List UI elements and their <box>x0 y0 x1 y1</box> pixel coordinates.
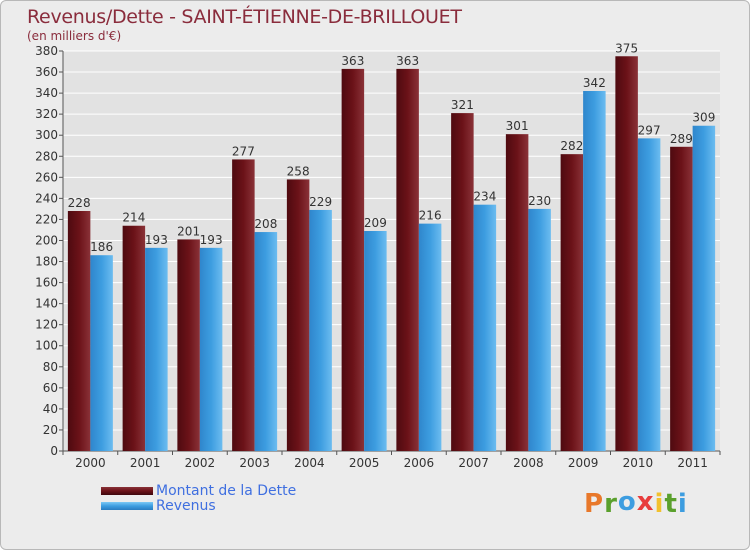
logo-letter: P <box>584 489 605 519</box>
y-tick-label: 380 <box>35 44 58 58</box>
bar-dette <box>122 225 146 451</box>
bar-dette <box>615 56 638 452</box>
legend-swatch-revenus <box>101 502 153 510</box>
data-label-dette: 321 <box>451 98 474 112</box>
y-tick-label: 40 <box>43 402 58 416</box>
x-tick-label: 2011 <box>677 456 708 470</box>
bar-dette <box>670 146 693 451</box>
bar-dette <box>396 68 419 451</box>
y-tick-label: 100 <box>35 339 58 353</box>
data-label-dette: 301 <box>506 119 529 133</box>
bar-dette <box>560 154 584 451</box>
bar-revenus <box>254 232 278 451</box>
plot-area <box>63 51 720 451</box>
data-label-dette: 375 <box>615 41 638 55</box>
bar-revenus <box>199 247 223 451</box>
data-label-revenus: 193 <box>145 233 168 247</box>
data-label-revenus: 297 <box>638 123 661 137</box>
bar-revenus <box>692 125 716 451</box>
bar-dette <box>505 134 529 451</box>
x-tick-label: 2000 <box>75 456 106 470</box>
x-tick-label: 2003 <box>239 456 270 470</box>
logo-letter: x <box>636 487 655 517</box>
x-tick-label: 2010 <box>623 456 654 470</box>
bar-revenus <box>473 204 497 451</box>
bar-revenus <box>583 91 606 451</box>
x-tick-label: 2006 <box>404 456 435 470</box>
data-label-dette: 289 <box>670 132 693 146</box>
y-tick-label: 300 <box>35 128 58 142</box>
y-tick-label: 280 <box>35 149 58 163</box>
logo-letter: r <box>604 489 618 519</box>
bar-dette <box>232 159 255 451</box>
y-tick-label: 0 <box>50 444 58 458</box>
x-tick-label: 2004 <box>294 456 325 470</box>
y-tick-label: 140 <box>35 297 58 311</box>
bar-dette <box>177 239 200 451</box>
data-label-revenus: 216 <box>419 209 442 223</box>
data-label-dette: 282 <box>560 139 583 153</box>
bar-revenus <box>364 231 387 451</box>
y-tick-label: 160 <box>35 276 58 290</box>
data-label-dette: 214 <box>122 211 145 225</box>
y-tick-label: 240 <box>35 191 58 205</box>
y-tick-label: 180 <box>35 255 58 269</box>
y-tick-label: 340 <box>35 86 58 100</box>
y-tick-label: 80 <box>43 360 58 374</box>
data-label-revenus: 193 <box>200 233 223 247</box>
chart-title: Revenus/Dette - SAINT-ÉTIENNE-DE-BRILLOU… <box>27 6 462 28</box>
data-label-dette: 228 <box>68 196 91 210</box>
y-tick-label: 260 <box>35 170 58 184</box>
x-tick-label: 2008 <box>513 456 544 470</box>
x-tick-label: 2001 <box>130 456 161 470</box>
bar-revenus <box>637 138 661 452</box>
data-label-revenus: 230 <box>528 194 551 208</box>
bar-revenus <box>309 209 332 451</box>
data-label-revenus: 229 <box>309 195 332 209</box>
y-tick-label: 200 <box>35 233 58 247</box>
data-label-revenus: 209 <box>364 216 387 230</box>
logo-letter: o <box>617 487 637 517</box>
y-tick-label: 120 <box>35 318 58 332</box>
x-tick-label: 2002 <box>185 456 216 470</box>
logo-letter: i <box>654 489 665 519</box>
bar-revenus <box>145 247 168 451</box>
y-tick-label: 20 <box>43 423 58 437</box>
data-label-revenus: 208 <box>254 217 277 231</box>
y-tick-label: 360 <box>35 65 58 79</box>
logo-letter: t <box>664 489 678 519</box>
legend-swatch-dette <box>101 487 153 495</box>
bar-revenus <box>528 208 551 451</box>
x-tick-label: 2009 <box>568 456 599 470</box>
bar-dette <box>286 179 310 451</box>
legend-label-dette: Montant de la Dette <box>156 483 297 499</box>
data-label-dette: 363 <box>341 54 364 68</box>
x-tick-label: 2007 <box>458 456 489 470</box>
data-label-dette: 277 <box>232 144 255 158</box>
y-tick-label: 60 <box>43 381 58 395</box>
data-label-revenus: 309 <box>692 111 715 125</box>
y-tick-label: 220 <box>35 212 58 226</box>
chart-subtitle: (en milliers d'€) <box>27 29 122 43</box>
data-label-dette: 363 <box>396 54 419 68</box>
bar-dette <box>341 68 365 451</box>
y-tick-label: 320 <box>35 107 58 121</box>
data-label-dette: 258 <box>287 164 310 178</box>
legend-label-revenus: Revenus <box>156 498 216 514</box>
logo-letter: i <box>677 489 688 519</box>
x-tick-label: 2005 <box>349 456 380 470</box>
bar-revenus <box>418 223 442 451</box>
data-label-dette: 201 <box>177 224 200 238</box>
data-label-revenus: 342 <box>583 76 606 90</box>
proxiti-logo: Proxiti <box>584 487 688 519</box>
data-label-revenus: 234 <box>473 190 496 204</box>
bar-dette <box>451 113 474 452</box>
bar-revenus <box>90 255 113 451</box>
data-label-revenus: 186 <box>90 240 113 254</box>
bar-dette <box>67 211 91 451</box>
